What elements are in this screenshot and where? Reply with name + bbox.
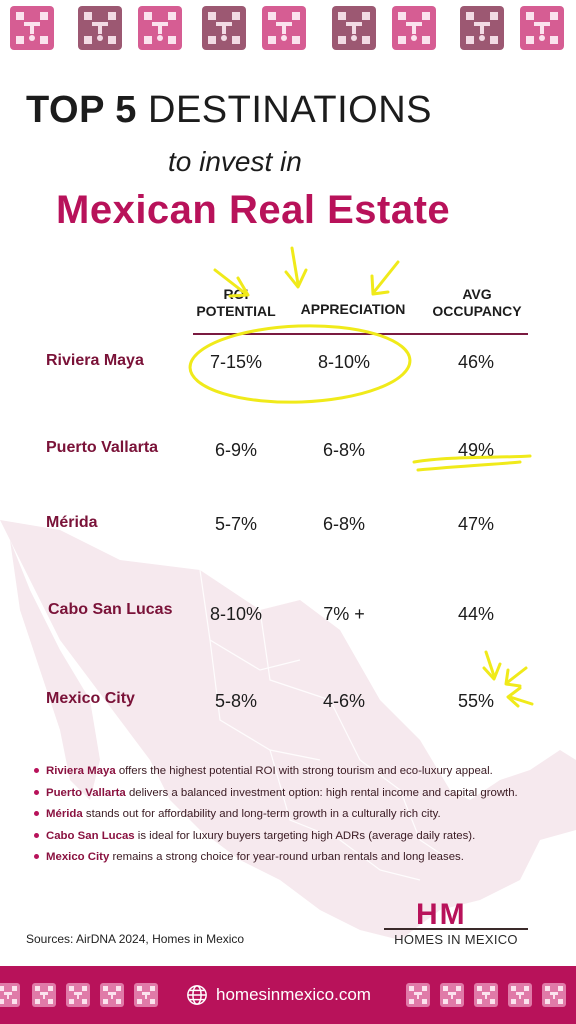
title-emphasis: TOP 5	[26, 89, 137, 131]
decorative-glyph-icon	[392, 6, 436, 50]
decorative-glyph-icon	[262, 6, 306, 50]
decorative-glyph-icon	[78, 6, 122, 50]
row-appreciation-riviera-maya: 8-10%	[317, 352, 371, 372]
row-city-riviera-maya: Riviera Maya	[46, 352, 144, 369]
row-city-puerto-vallarta: Puerto Vallarta	[46, 439, 159, 456]
website-link[interactable]: homesinmexico.com	[186, 983, 371, 1007]
decorative-glyph-icon	[100, 983, 124, 1007]
header-occ-line2: OCCUPANCY	[432, 303, 522, 319]
header-avg-occupancy: AVG OCCUPANCY	[420, 286, 534, 320]
row-roi-cabo-san-lucas: 8-10%	[209, 604, 263, 624]
top-pattern	[0, 0, 576, 58]
title-subtitle: to invest in	[168, 146, 302, 177]
row-city-merida: Mérida	[46, 514, 98, 531]
mexico-map-background	[0, 520, 576, 940]
note-city: Mérida	[46, 808, 83, 820]
decorative-glyph-icon	[332, 6, 376, 50]
note-text: delivers a balanced investment option: h…	[125, 786, 518, 799]
row-city-mexico-city: Mexico City	[46, 690, 135, 707]
header-roi-potential: ROI POTENTIAL	[186, 286, 286, 320]
decorative-glyph-icon	[440, 983, 464, 1007]
row-appreciation-mexico-city: 4-6%	[322, 691, 366, 711]
title-rest: DESTINATIONS	[148, 89, 432, 131]
decorative-glyph-icon	[10, 6, 54, 50]
row-appreciation-puerto-vallarta: 6-8%	[322, 440, 366, 460]
decorative-glyph-icon	[406, 983, 430, 1007]
header-appreciation: APPRECIATION	[300, 301, 406, 317]
row-roi-mexico-city: 5-8%	[214, 691, 258, 711]
row-roi-puerto-vallarta: 6-9%	[214, 440, 258, 460]
note-riviera-maya: Riviera Maya offers the highest potentia…	[32, 764, 572, 778]
row-occupancy-merida: 47%	[457, 514, 495, 534]
row-roi-merida: 5-7%	[214, 514, 258, 534]
row-appreciation-merida: 6-8%	[322, 514, 366, 534]
note-puerto-vallarta: Puerto Vallarta delivers a balanced inve…	[32, 786, 572, 800]
globe-icon	[187, 985, 207, 1005]
decorative-glyph-icon	[474, 983, 498, 1007]
decorative-glyph-icon	[542, 983, 566, 1007]
decorative-glyph-icon	[202, 6, 246, 50]
note-merida: Mérida stands out for affordability and …	[32, 807, 572, 821]
decorative-glyph-icon	[32, 983, 56, 1007]
header-roi-line2: POTENTIAL	[196, 303, 276, 319]
decorative-glyph-icon	[66, 983, 90, 1007]
decorative-glyph-icon	[520, 6, 564, 50]
sources-note: Sources: AirDNA 2024, Homes in Mexico	[26, 932, 245, 946]
note-text: remains a strong choice for year-round u…	[109, 851, 464, 863]
note-city: Riviera Maya	[46, 765, 116, 777]
note-text: is ideal for luxury buyers targeting hig…	[134, 829, 476, 842]
logo-text: HOMES IN MEXICO	[394, 932, 518, 947]
row-occupancy-mexico-city: 55%	[457, 691, 495, 711]
logo-divider	[384, 928, 528, 930]
note-city: Mexico City	[46, 851, 110, 863]
note-text: offers the highest potential ROI with st…	[115, 765, 493, 777]
header-roi-line1: ROI	[223, 286, 249, 302]
row-appreciation-cabo-san-lucas: 7% +	[323, 604, 365, 624]
note-cabo-san-lucas: Cabo San Lucas is ideal for luxury buyer…	[32, 829, 572, 843]
row-roi-riviera-maya: 7-15%	[209, 352, 263, 372]
note-city: Cabo San Lucas	[46, 829, 135, 842]
row-city-cabo-san-lucas: Cabo San Lucas	[48, 601, 173, 618]
homes-in-mexico-logo: HM HOMES IN MEXICO	[384, 900, 528, 950]
decorative-glyph-icon	[508, 983, 532, 1007]
page-title: TOP 5 DESTINATIONS	[26, 88, 566, 132]
row-occupancy-puerto-vallarta: 49%	[457, 440, 495, 460]
note-text: stands out for affordability and long-te…	[82, 808, 441, 820]
row-occupancy-riviera-maya: 46%	[457, 352, 495, 372]
decorative-glyph-icon	[0, 983, 20, 1007]
decorative-glyph-icon	[134, 983, 158, 1007]
note-mexico-city: Mexico City remains a strong choice for …	[32, 850, 572, 864]
decorative-glyph-icon	[460, 6, 504, 50]
header-divider	[193, 333, 528, 335]
note-city: Puerto Vallarta	[46, 786, 126, 799]
row-occupancy-cabo-san-lucas: 44%	[457, 604, 495, 624]
notes-list: Riviera Maya offers the highest potentia…	[32, 764, 572, 872]
footer-bar: homesinmexico.com	[0, 966, 576, 1024]
website-url: homesinmexico.com	[216, 985, 371, 1004]
title-main: Mexican Real Estate	[56, 188, 451, 232]
decorative-glyph-icon	[138, 6, 182, 50]
logo-mark: HM	[416, 898, 467, 931]
header-occ-line1: AVG	[462, 286, 492, 302]
